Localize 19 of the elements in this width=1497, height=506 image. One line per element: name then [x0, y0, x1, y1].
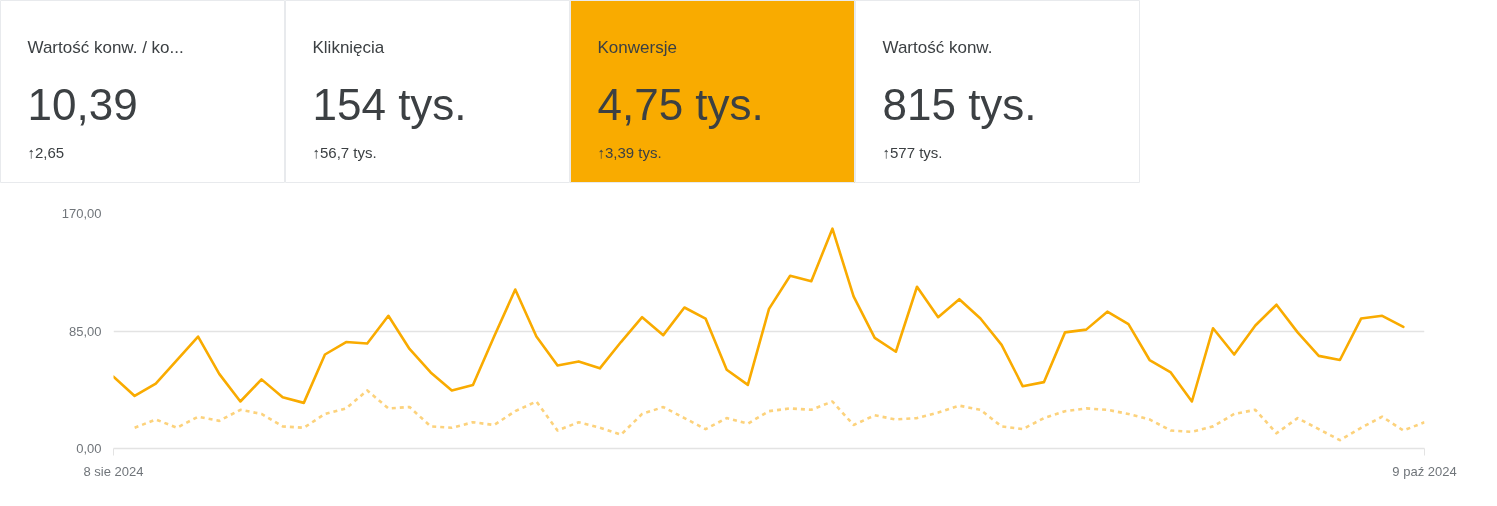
y-tick-label: 85,00: [68, 323, 102, 339]
text: Wartość konw.: [882, 38, 993, 57]
text: Konwersje: [597, 38, 677, 57]
text: ↑2,65: [27, 144, 65, 161]
text: ↑577 tys.: [882, 144, 943, 161]
text: 154 tys.: [312, 80, 467, 129]
text: 10,39: [27, 80, 138, 129]
x-tick-label: 9 paź 2024: [1392, 463, 1457, 479]
y-tick-label: 170,00: [61, 206, 102, 221]
line-series: [113, 227, 1405, 405]
line-series: [133, 389, 1425, 442]
text: ↑3,39 tys.: [597, 144, 662, 161]
text: Kliknięcia: [312, 38, 385, 57]
text: 815 tys.: [882, 80, 1037, 129]
text: ↑56,7 tys.: [312, 144, 377, 161]
y-tick-label: 0,00: [76, 441, 102, 456]
text: Wartość konw. / ko...: [27, 38, 184, 57]
text: 4,75 tys.: [597, 80, 764, 129]
x-tick-label: 8 sie 2024: [83, 463, 144, 479]
